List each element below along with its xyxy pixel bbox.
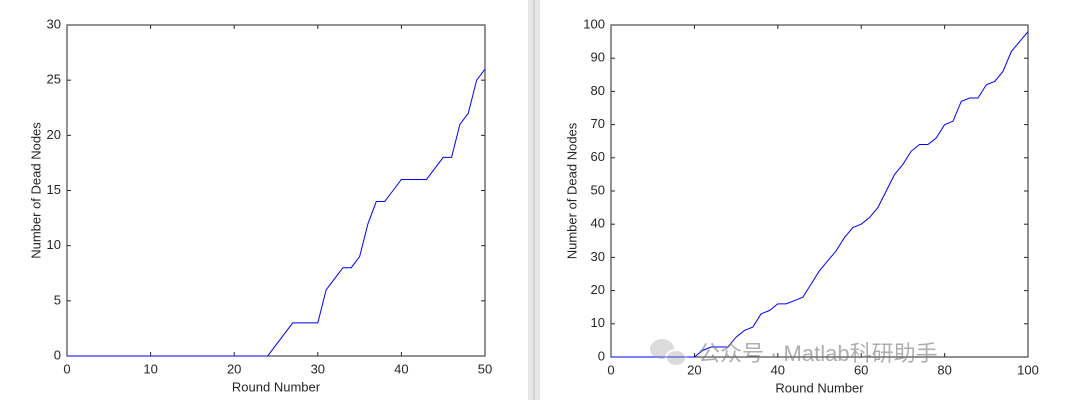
y-tick-label: 20 — [591, 282, 605, 297]
y-tick-label: 90 — [591, 50, 605, 65]
x-tick-label: 80 — [937, 362, 951, 377]
x-axis-label: Round Number — [775, 380, 864, 395]
y-tick-label: 0 — [598, 348, 605, 363]
x-tick-label: 100 — [1017, 362, 1039, 377]
x-tick-label: 0 — [607, 362, 614, 377]
y-axis-label: Number of Dead Nodes — [564, 122, 579, 259]
x-tick-label: 60 — [854, 362, 868, 377]
y-tick-label: 40 — [591, 216, 605, 231]
x-tick-label: 40 — [394, 361, 408, 376]
y-tick-label: 0 — [54, 347, 61, 362]
y-tick-label: 30 — [591, 249, 605, 264]
y-tick-label: 60 — [591, 149, 605, 164]
y-tick-label: 30 — [47, 16, 61, 31]
x-tick-label: 20 — [227, 361, 241, 376]
y-tick-label: 25 — [47, 72, 61, 87]
y-tick-label: 50 — [591, 182, 605, 197]
y-tick-label: 10 — [591, 315, 605, 330]
x-tick-label: 40 — [771, 362, 785, 377]
data-line — [611, 31, 1029, 358]
y-tick-label: 5 — [54, 292, 61, 307]
y-tick-label: 70 — [591, 116, 605, 131]
x-tick-label: 50 — [478, 361, 492, 376]
watermark-icon — [650, 339, 687, 367]
y-tick-label: 15 — [47, 182, 61, 197]
plot-frame — [610, 24, 1029, 358]
x-axis-label: Round Number — [232, 379, 321, 394]
x-tick-label: 30 — [311, 361, 325, 376]
y-tick-label: 80 — [591, 83, 605, 98]
x-tick-label: 0 — [63, 361, 70, 376]
data-line — [67, 68, 486, 357]
plot-frame — [66, 24, 486, 357]
right-panel — [540, 0, 1080, 400]
watermark: 公众号 · Matlab科研助手 — [698, 341, 938, 366]
y-tick-label: 10 — [47, 237, 61, 252]
y-axis-label: Number of Dead Nodes — [28, 122, 43, 259]
y-tick-label: 100 — [583, 16, 605, 31]
y-tick-label: 20 — [47, 127, 61, 142]
x-tick-label: 10 — [143, 361, 157, 376]
x-tick-label: 20 — [687, 362, 701, 377]
